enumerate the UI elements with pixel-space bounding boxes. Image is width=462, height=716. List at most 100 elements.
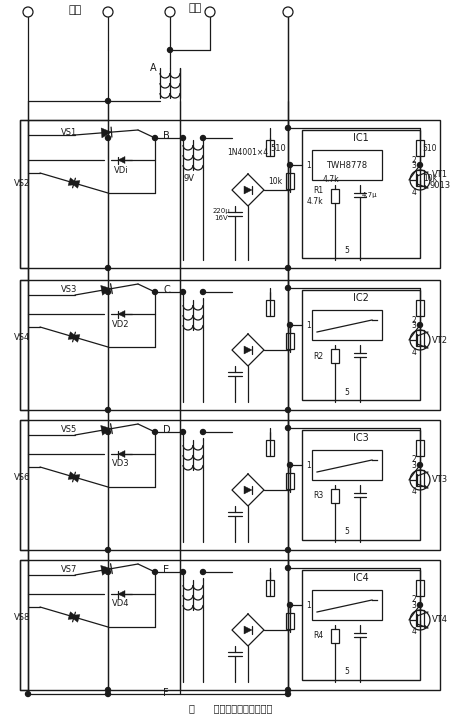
Text: 输入: 输入 (188, 3, 201, 13)
Text: 4: 4 (411, 347, 416, 357)
Bar (286, 473, 294, 489)
Text: 2: 2 (411, 596, 416, 604)
Text: VT4: VT4 (432, 616, 448, 624)
Circle shape (152, 430, 158, 435)
Circle shape (105, 266, 110, 271)
Circle shape (286, 286, 291, 291)
Text: 510: 510 (270, 143, 286, 153)
Circle shape (105, 135, 110, 140)
Bar (266, 300, 274, 316)
Text: 10k: 10k (268, 177, 282, 185)
Circle shape (283, 7, 293, 17)
Text: IC2: IC2 (353, 293, 369, 303)
Text: VD4: VD4 (112, 599, 130, 609)
Bar (20, 560, 440, 690)
Circle shape (105, 548, 110, 553)
Text: F: F (163, 688, 169, 698)
Bar (302, 430, 420, 540)
Polygon shape (118, 157, 125, 163)
Text: 3: 3 (411, 321, 416, 329)
Text: VD2: VD2 (112, 319, 130, 329)
Text: 图      无触点交流调压电路图: 图 无触点交流调压电路图 (189, 703, 273, 713)
Bar (312, 310, 382, 340)
Text: 2: 2 (411, 316, 416, 324)
Circle shape (25, 692, 30, 697)
Text: 3: 3 (411, 601, 416, 609)
Bar (20, 420, 440, 550)
Bar (302, 130, 420, 258)
Text: VS6: VS6 (13, 473, 30, 481)
Circle shape (181, 569, 186, 574)
Text: VS1: VS1 (61, 128, 77, 137)
Bar (312, 590, 382, 620)
Bar (266, 140, 274, 156)
Circle shape (287, 463, 292, 468)
Circle shape (181, 135, 186, 140)
Bar (416, 580, 424, 596)
Bar (20, 280, 440, 410)
Circle shape (201, 135, 206, 140)
Polygon shape (69, 475, 80, 483)
Bar (266, 440, 274, 456)
Bar (302, 570, 420, 680)
Text: R1
4.7k: R1 4.7k (306, 186, 323, 205)
Bar (416, 330, 424, 346)
Text: VT2: VT2 (432, 336, 448, 344)
Circle shape (286, 425, 291, 430)
Circle shape (205, 7, 215, 17)
Text: 3: 3 (411, 460, 416, 470)
Circle shape (418, 463, 423, 468)
Bar (266, 580, 274, 596)
Text: 10k: 10k (423, 173, 437, 183)
Polygon shape (244, 186, 252, 194)
Circle shape (201, 569, 206, 574)
Text: 220μ
16V: 220μ 16V (212, 208, 230, 221)
Text: VS5: VS5 (61, 425, 77, 434)
Polygon shape (424, 185, 428, 188)
Text: 4.7μ: 4.7μ (362, 192, 378, 198)
Circle shape (181, 289, 186, 294)
Text: VDi: VDi (114, 165, 128, 175)
Circle shape (286, 692, 291, 697)
Bar (302, 290, 420, 400)
Text: C: C (163, 285, 170, 295)
Text: 5: 5 (345, 246, 349, 254)
Text: TWH8778: TWH8778 (327, 160, 368, 170)
Polygon shape (244, 626, 252, 634)
Circle shape (286, 266, 291, 271)
Bar (416, 440, 424, 456)
Circle shape (105, 687, 110, 692)
Bar (416, 470, 424, 486)
Polygon shape (68, 472, 79, 480)
Text: VS3: VS3 (61, 285, 77, 294)
Polygon shape (424, 345, 428, 348)
Circle shape (201, 430, 206, 435)
Text: 4: 4 (411, 488, 416, 496)
Text: 9V: 9V (183, 173, 195, 183)
Polygon shape (68, 611, 79, 619)
Text: 1N4001×4: 1N4001×4 (227, 147, 268, 157)
Bar (416, 610, 424, 626)
Text: 1: 1 (306, 460, 311, 470)
Circle shape (103, 7, 113, 17)
Text: IC4: IC4 (353, 573, 369, 583)
Circle shape (168, 47, 172, 52)
Circle shape (418, 322, 423, 327)
Text: 输出: 输出 (68, 5, 82, 15)
Polygon shape (69, 614, 80, 622)
Text: 1: 1 (306, 160, 311, 170)
Circle shape (165, 7, 175, 17)
Circle shape (287, 163, 292, 168)
Bar (286, 333, 294, 349)
Bar (331, 629, 339, 643)
Circle shape (286, 687, 291, 692)
Polygon shape (118, 591, 125, 597)
Circle shape (286, 566, 291, 571)
Bar (331, 349, 339, 363)
Circle shape (152, 569, 158, 574)
Text: 5: 5 (345, 528, 349, 536)
Polygon shape (101, 128, 111, 138)
Circle shape (105, 569, 110, 574)
Polygon shape (424, 485, 428, 488)
Text: E: E (163, 565, 169, 575)
